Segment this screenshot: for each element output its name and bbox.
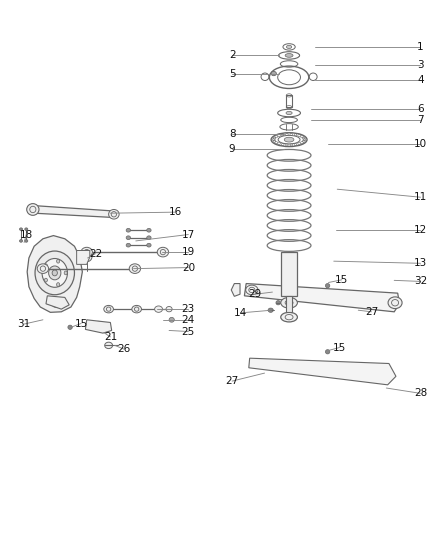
Ellipse shape — [105, 342, 113, 349]
Text: 12: 12 — [414, 225, 427, 235]
Text: 17: 17 — [182, 230, 195, 239]
Text: 14: 14 — [234, 308, 247, 318]
Ellipse shape — [281, 312, 297, 322]
Ellipse shape — [286, 111, 292, 115]
Text: 27: 27 — [365, 307, 378, 317]
Ellipse shape — [285, 53, 293, 58]
Ellipse shape — [126, 229, 131, 232]
Ellipse shape — [109, 209, 119, 219]
Text: 8: 8 — [229, 130, 236, 139]
Bar — [286, 296, 292, 312]
Text: 15: 15 — [335, 275, 348, 285]
Bar — [281, 252, 297, 296]
Text: 3: 3 — [417, 60, 424, 70]
Text: 4: 4 — [417, 75, 424, 85]
Text: 15: 15 — [333, 343, 346, 352]
Text: 13: 13 — [414, 259, 427, 268]
Polygon shape — [244, 284, 399, 312]
Bar — [286, 95, 292, 107]
Text: 6: 6 — [417, 104, 424, 114]
Text: 16: 16 — [169, 207, 182, 217]
Ellipse shape — [104, 305, 113, 313]
Text: 27: 27 — [226, 376, 239, 386]
Polygon shape — [77, 251, 90, 264]
Text: 11: 11 — [414, 192, 427, 202]
Ellipse shape — [44, 278, 47, 282]
Polygon shape — [231, 284, 240, 296]
Text: 7: 7 — [417, 115, 424, 125]
Ellipse shape — [268, 308, 273, 312]
Text: 24: 24 — [182, 315, 195, 325]
Text: 19: 19 — [182, 247, 195, 257]
Ellipse shape — [68, 325, 72, 329]
Ellipse shape — [325, 284, 330, 288]
Text: 26: 26 — [117, 344, 131, 354]
Ellipse shape — [271, 71, 276, 76]
Text: 25: 25 — [182, 327, 195, 336]
Text: 15: 15 — [74, 319, 88, 328]
Ellipse shape — [132, 305, 141, 313]
Ellipse shape — [281, 297, 297, 308]
Ellipse shape — [147, 229, 151, 232]
Text: 18: 18 — [20, 230, 33, 239]
Ellipse shape — [126, 243, 131, 247]
Ellipse shape — [42, 259, 67, 287]
Ellipse shape — [81, 252, 92, 262]
Ellipse shape — [92, 321, 105, 331]
Ellipse shape — [325, 350, 330, 354]
Ellipse shape — [57, 260, 60, 263]
Ellipse shape — [276, 301, 280, 305]
Ellipse shape — [286, 45, 292, 49]
Text: 20: 20 — [182, 263, 195, 272]
Polygon shape — [46, 296, 69, 309]
Text: 5: 5 — [229, 69, 236, 78]
Text: 29: 29 — [249, 289, 262, 299]
Ellipse shape — [35, 251, 74, 295]
Ellipse shape — [388, 297, 402, 309]
Ellipse shape — [157, 247, 169, 257]
Ellipse shape — [81, 247, 92, 257]
Ellipse shape — [155, 306, 162, 312]
Text: 2: 2 — [229, 51, 236, 60]
Ellipse shape — [147, 243, 151, 247]
Text: 31: 31 — [18, 319, 31, 329]
Polygon shape — [249, 358, 396, 385]
Ellipse shape — [64, 271, 67, 275]
Ellipse shape — [169, 317, 174, 322]
Polygon shape — [27, 236, 82, 312]
Ellipse shape — [52, 270, 57, 276]
Ellipse shape — [44, 264, 47, 268]
Ellipse shape — [25, 240, 28, 242]
Ellipse shape — [19, 240, 23, 242]
Ellipse shape — [284, 137, 294, 142]
Ellipse shape — [37, 264, 49, 273]
Text: 28: 28 — [414, 389, 427, 398]
Ellipse shape — [51, 298, 63, 308]
Polygon shape — [32, 206, 115, 217]
Ellipse shape — [147, 236, 151, 239]
Text: 21: 21 — [104, 332, 117, 342]
Ellipse shape — [25, 228, 28, 231]
Ellipse shape — [126, 236, 131, 239]
Text: 10: 10 — [414, 139, 427, 149]
Ellipse shape — [129, 264, 141, 273]
Text: 22: 22 — [89, 249, 102, 259]
Text: 9: 9 — [229, 144, 236, 154]
Text: 1: 1 — [417, 42, 424, 52]
Ellipse shape — [19, 228, 23, 231]
Polygon shape — [85, 320, 112, 333]
Text: 23: 23 — [182, 304, 195, 314]
Text: 32: 32 — [414, 277, 427, 286]
Ellipse shape — [57, 282, 60, 286]
Ellipse shape — [27, 204, 39, 215]
Ellipse shape — [49, 266, 61, 280]
Ellipse shape — [166, 306, 172, 312]
